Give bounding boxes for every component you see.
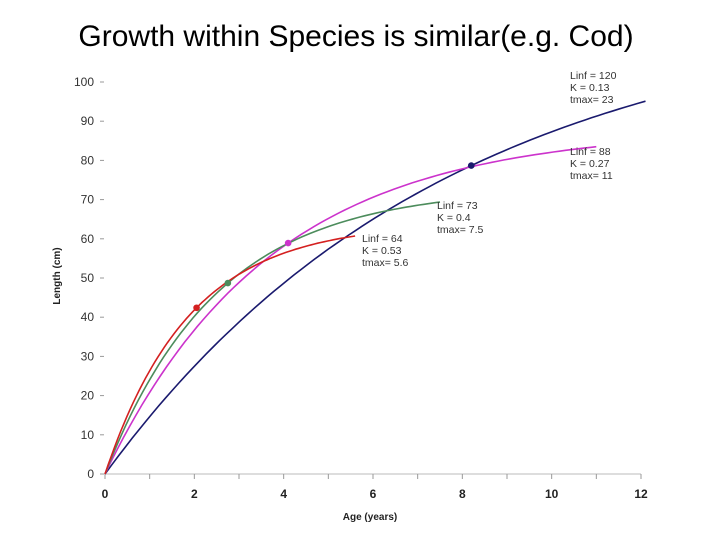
y-tick-label: 10 [81, 428, 95, 442]
series-annotation: Linf = 88 K = 0.27 tmax= 11 [570, 146, 613, 182]
y-axis-label: Length (cm) [52, 247, 63, 304]
y-tick-label: 0 [87, 467, 94, 481]
series-line-linf-64 [104, 235, 356, 475]
annotation-line: Linf = 88 [570, 146, 611, 158]
x-tick-label: 8 [459, 487, 466, 501]
y-tick-label: 30 [81, 349, 95, 363]
x-axis-label: Age (years) [343, 512, 397, 523]
y-tick-label: 70 [81, 193, 95, 207]
annotation-line: K = 0.27 [570, 158, 610, 170]
x-axis: 0 2 4 6 8 10 12 [102, 473, 648, 501]
annotation-line: tmax= 5.6 [362, 257, 409, 269]
annotation-line: Linf = 73 [437, 200, 478, 212]
slide-title: Growth within Species is similar(e.g. Co… [78, 20, 634, 53]
series-marker [224, 279, 232, 287]
series-annotation: Linf = 64 K = 0.53 tmax= 5.6 [362, 233, 409, 269]
annotation-line: K = 0.53 [362, 245, 402, 257]
series-marker [467, 162, 475, 169]
y-tick-label: 50 [81, 271, 95, 285]
annotation-line: K = 0.13 [570, 82, 610, 94]
curve-markers [193, 162, 475, 312]
y-tick-label: 20 [81, 389, 95, 403]
x-tick-label: 6 [370, 487, 377, 501]
x-tick-label: 0 [102, 487, 109, 501]
x-tick-label: 12 [634, 487, 648, 501]
series-line-linf-88 [104, 145, 597, 475]
y-axis-ticks: 0 10 20 30 40 50 60 70 80 90 100 [74, 75, 104, 481]
annotation-line: tmax= 7.5 [437, 224, 484, 236]
x-tick-label: 2 [191, 487, 198, 501]
annotation-line: Linf = 120 [570, 70, 617, 82]
y-tick-label: 60 [81, 232, 95, 246]
annotation-line: Linf = 64 [362, 233, 403, 245]
series-line-linf-120 [104, 100, 646, 475]
y-tick-label: 40 [81, 310, 95, 324]
growth-curves [104, 100, 646, 475]
y-tick-label: 80 [81, 153, 95, 167]
series-annotation: Linf = 73 K = 0.4 tmax= 7.5 [437, 200, 484, 236]
annotation-line: tmax= 23 [570, 94, 614, 106]
annotation-line: K = 0.4 [437, 212, 471, 224]
x-tick-label: 4 [280, 487, 287, 501]
annotation-line: tmax= 11 [570, 170, 613, 182]
series-annotation: Linf = 120 K = 0.13 tmax= 23 [570, 70, 617, 106]
y-tick-label: 100 [74, 75, 94, 89]
x-tick-label: 10 [545, 487, 559, 501]
series-line-linf-73 [104, 201, 441, 475]
series-marker [193, 304, 200, 312]
y-tick-label: 90 [81, 114, 95, 128]
series-marker [284, 239, 292, 247]
